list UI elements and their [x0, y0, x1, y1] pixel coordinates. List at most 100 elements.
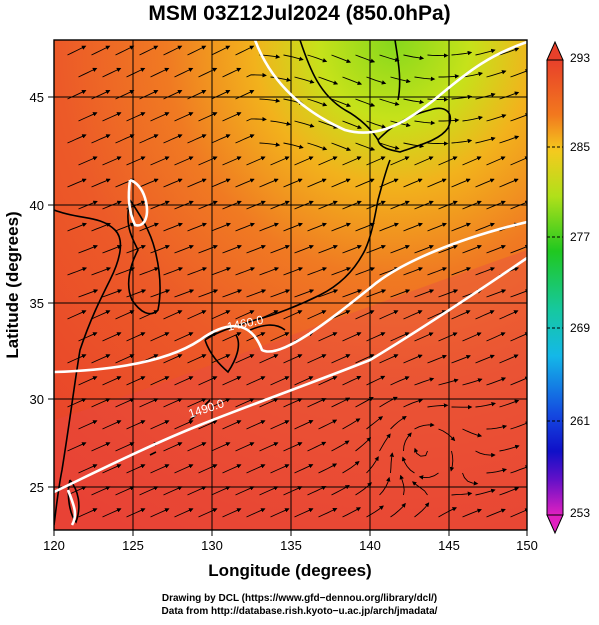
streamline-295: [318, 376, 338, 386]
streamline-285: [78, 376, 98, 386]
streamline-52: [403, 98, 425, 105]
streamline-59: [126, 112, 146, 122]
streamline-95: [78, 156, 98, 166]
streamline-19: [78, 67, 98, 78]
streamline-91: [427, 141, 449, 146]
streamline-298: [390, 376, 410, 386]
streamline-43: [187, 90, 207, 100]
streamline-66: [294, 120, 315, 128]
streamline-216: [246, 289, 267, 298]
streamline-177: [222, 244, 242, 254]
streamline-389: [283, 486, 303, 496]
streamline-332: [294, 420, 314, 430]
streamline-211: [126, 289, 147, 298]
streamline-218: [294, 289, 315, 298]
streamline-403: [174, 508, 194, 518]
streamline-207: [475, 267, 496, 276]
streamline-153: [91, 222, 111, 232]
streamline-67: [318, 120, 339, 129]
streamline-235: [235, 310, 255, 320]
streamline-322: [499, 399, 520, 408]
streamline-137: [174, 200, 194, 210]
streamline-194: [163, 267, 184, 276]
streamline-370: [294, 464, 314, 474]
streamline-189: [510, 244, 527, 254]
streamline-250: [150, 332, 170, 342]
streamline-166: [403, 222, 423, 232]
streamline-324: [102, 420, 122, 430]
streamline-169: [475, 222, 495, 232]
streamline-276: [307, 354, 327, 364]
streamline-96: [102, 156, 122, 166]
streamline-68: [342, 120, 363, 130]
x-axis: 120 125 130 135 140 145 150 Longitude (d…: [43, 530, 538, 580]
streamline-282: [451, 354, 471, 364]
streamline-78: [115, 134, 135, 144]
streamline-25: [222, 67, 242, 78]
streamline-119: [187, 178, 207, 188]
streamline-317: [379, 396, 398, 408]
colorbar-tick-label: 253: [570, 506, 590, 520]
streamline-401: [126, 508, 146, 518]
streamline-54: [451, 94, 473, 100]
streamline-128: [403, 178, 423, 188]
streamline-182: [342, 244, 362, 254]
colorbar-tick-label: 277: [570, 230, 590, 244]
streamline-9: [283, 54, 304, 61]
colorbar-tick-label: 285: [570, 140, 590, 154]
y-tick-label: 35: [30, 296, 44, 311]
streamline-79: [139, 134, 159, 144]
streamline-1: [91, 45, 111, 56]
streamline-343: [91, 442, 111, 452]
streamline-40: [115, 90, 135, 100]
streamline-394: [399, 474, 405, 496]
streamline-272: [211, 354, 231, 364]
streamline-364: [150, 464, 170, 474]
streamline-414: [438, 507, 458, 518]
x-tick-label: 120: [43, 538, 65, 553]
streamline-303: [510, 376, 527, 386]
streamline-329: [222, 420, 242, 430]
streamline-271: [187, 354, 207, 364]
streamline-373: [366, 456, 379, 474]
streamline-312: [259, 398, 279, 408]
streamline-243: [427, 310, 447, 320]
streamline-300: [438, 378, 459, 386]
streamline-275: [283, 354, 303, 364]
streamline-226: [486, 289, 507, 298]
streamline-124: [307, 178, 327, 188]
streamline-354: [355, 437, 372, 452]
streamline-357: [414, 447, 428, 457]
streamline-356: [403, 432, 412, 452]
streamline-397: [475, 488, 496, 496]
streamline-73: [462, 115, 483, 122]
streamline-132: [499, 178, 519, 188]
streamline-341: [510, 421, 527, 430]
streamline-168: [451, 222, 471, 232]
streamline-28: [294, 76, 315, 84]
streamline-161: [283, 222, 303, 232]
streamline-109: [414, 156, 434, 166]
map-title: MSM 03Z12Jul2024 (850.0hPa): [148, 2, 451, 25]
streamline-72: [438, 118, 460, 123]
streamline-233: [187, 310, 207, 320]
streamline-277: [331, 354, 351, 364]
streamline-338: [438, 428, 456, 442]
streamline-393: [379, 476, 391, 496]
streamline-87: [331, 142, 352, 152]
streamline-42: [163, 90, 183, 100]
colorbar-tick-label: 261: [570, 414, 590, 428]
streamline-391: [331, 485, 350, 496]
streamline-301: [462, 378, 483, 386]
streamline-26: [246, 72, 267, 78]
streamline-56: [499, 91, 520, 100]
streamline-34: [438, 74, 460, 79]
streamline-244: [451, 310, 471, 320]
streamline-219: [318, 289, 339, 298]
streamline-265: [510, 332, 527, 342]
streamline-360: [499, 444, 520, 452]
streamline-185: [414, 244, 434, 254]
streamline-198: [259, 267, 280, 276]
streamline-163: [331, 222, 351, 232]
streamline-209: [78, 289, 99, 298]
